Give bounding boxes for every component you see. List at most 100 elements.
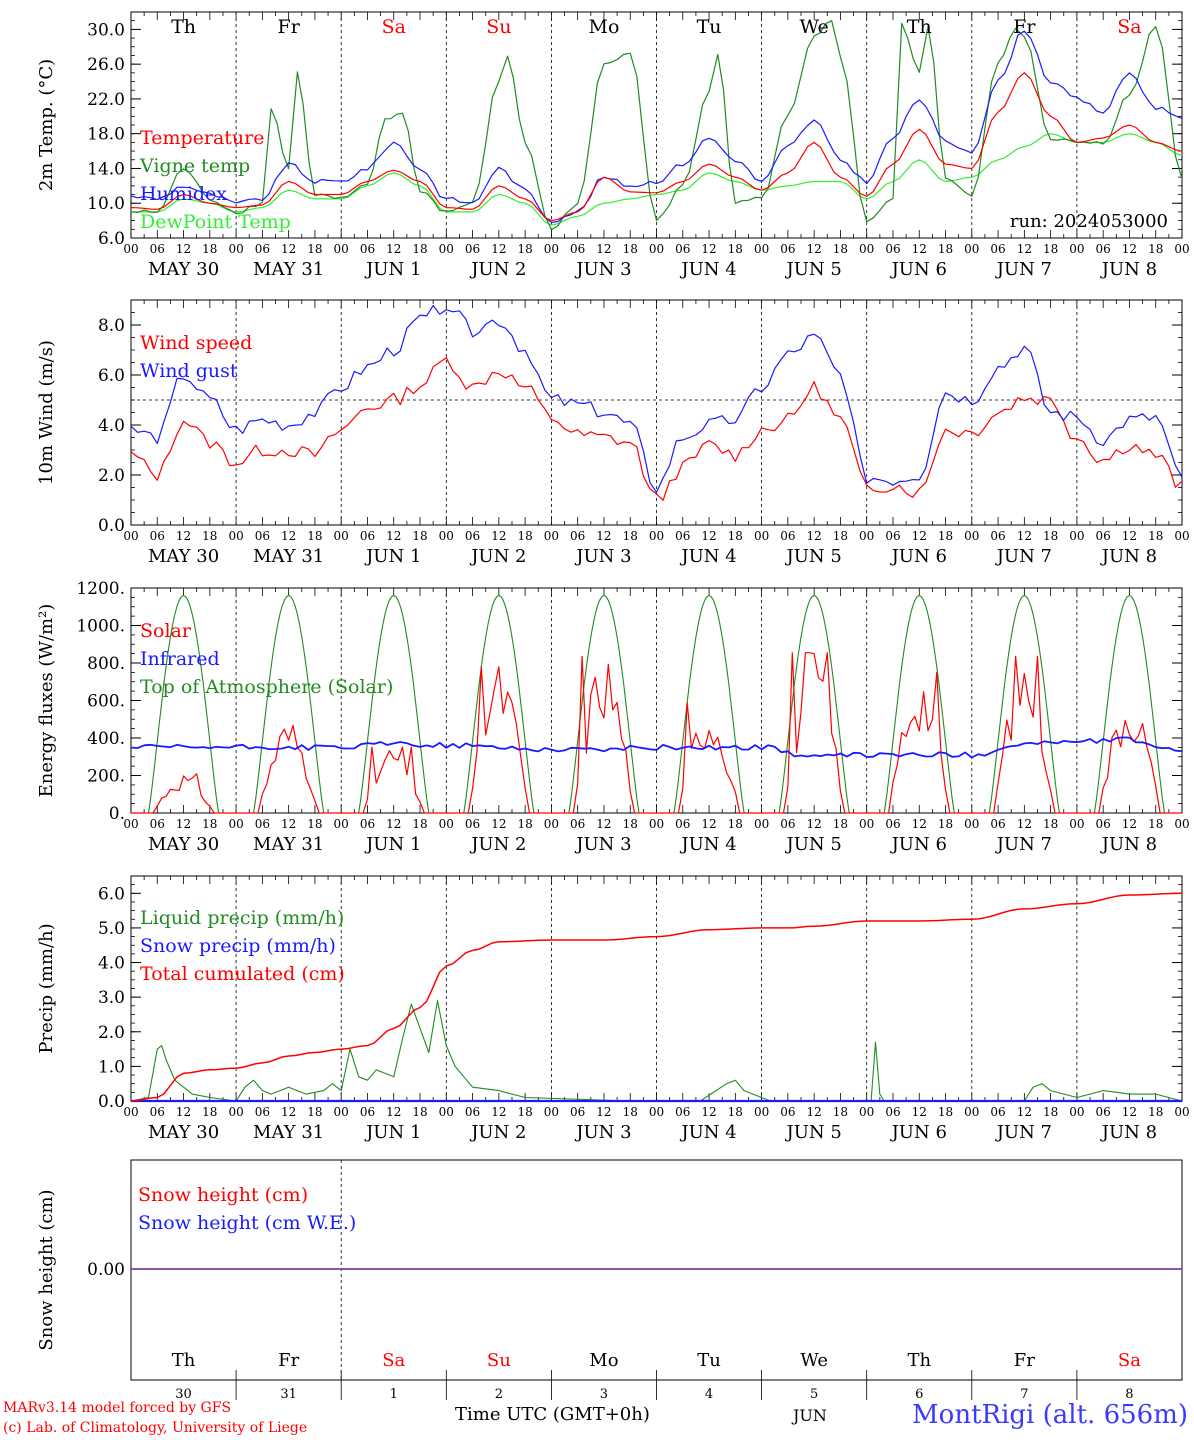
hour-tick-label: 06 <box>570 529 585 543</box>
hour-tick-label: 06 <box>150 529 165 543</box>
date-label: JUN 2 <box>469 834 526 855</box>
weekday-label: We <box>800 1350 828 1371</box>
hour-tick-label: 18 <box>938 242 953 256</box>
hour-tick-label: 12 <box>1017 529 1032 543</box>
date-label: JUN 2 <box>469 259 526 280</box>
legend-entry: Snow height (cm W.E.) <box>138 1212 356 1234</box>
hour-tick-label: 06 <box>990 529 1005 543</box>
hour-tick-label: 00 <box>439 242 454 256</box>
hour-tick-label: 12 <box>1017 1105 1032 1119</box>
hour-tick-label: 00 <box>544 1105 559 1119</box>
series-solar <box>131 652 1182 814</box>
y-tick-label: 26.0 <box>87 55 125 75</box>
date-label: JUN 1 <box>364 834 421 855</box>
hour-tick-label: 00 <box>123 1105 138 1119</box>
hour-tick-label: 06 <box>780 817 795 831</box>
series-wind-speed <box>130 357 1183 501</box>
hour-tick-label: 06 <box>150 817 165 831</box>
date-label: JUN 8 <box>1100 1122 1157 1143</box>
hour-tick-label: 18 <box>202 529 217 543</box>
hour-tick-label: 06 <box>465 817 480 831</box>
hour-tick-label: 00 <box>544 817 559 831</box>
day-number: 30 <box>175 1387 192 1402</box>
hour-tick-label: 06 <box>990 242 1005 256</box>
date-label: JUN 4 <box>679 259 736 280</box>
hour-tick-label: 12 <box>281 1105 296 1119</box>
hour-tick-label: 06 <box>675 242 690 256</box>
hour-tick-label: 00 <box>334 817 349 831</box>
hour-tick-label: 00 <box>123 817 138 831</box>
hour-tick-label: 18 <box>1043 817 1058 831</box>
hour-tick-label: 18 <box>1148 242 1163 256</box>
date-label: MAY 30 <box>148 259 219 280</box>
hour-tick-label: 18 <box>728 1105 743 1119</box>
hour-tick-label: 12 <box>281 817 296 831</box>
date-label: JUN 5 <box>784 1122 841 1143</box>
hour-tick-label: 06 <box>570 1105 585 1119</box>
hour-tick-label: 12 <box>1122 242 1137 256</box>
series-humidex <box>131 30 1182 223</box>
hour-tick-label: 00 <box>1174 242 1189 256</box>
day-number: 31 <box>280 1387 297 1402</box>
hour-tick-label: 12 <box>491 817 506 831</box>
hour-tick-label: 06 <box>780 1105 795 1119</box>
weekday-label: Fr <box>1014 1350 1035 1371</box>
date-label: JUN 3 <box>574 259 631 280</box>
y-tick-label: 1000. <box>76 617 125 637</box>
hour-tick-label: 00 <box>544 529 559 543</box>
date-label: MAY 30 <box>148 1122 219 1143</box>
day-number: 3 <box>600 1387 608 1402</box>
weekday-label: Sa <box>1117 16 1141 38</box>
hour-tick-label: 06 <box>675 1105 690 1119</box>
legend-entry: Wind speed <box>140 332 252 354</box>
hour-tick-label: 00 <box>649 817 664 831</box>
hour-tick-label: 18 <box>728 529 743 543</box>
hour-tick-label: 18 <box>307 1105 322 1119</box>
hour-tick-label: 00 <box>964 242 979 256</box>
series-wind-gust <box>130 305 1183 493</box>
hour-tick-label: 00 <box>1069 817 1084 831</box>
day-number: 6 <box>915 1387 923 1402</box>
y-tick-label: 0.00 <box>87 1260 125 1280</box>
date-label: MAY 30 <box>148 546 219 567</box>
y-tick-label: 1200. <box>76 579 125 599</box>
hour-tick-label: 06 <box>255 529 270 543</box>
hour-tick-label: 18 <box>412 1105 427 1119</box>
y-tick-label: 2.0 <box>98 466 125 486</box>
day-number: 2 <box>495 1387 503 1402</box>
hour-tick-label: 06 <box>885 817 900 831</box>
y-tick-label: 200. <box>87 767 125 787</box>
hour-tick-label: 18 <box>833 817 848 831</box>
hour-tick-label: 06 <box>360 1105 375 1119</box>
hour-tick-label: 18 <box>1148 529 1163 543</box>
hour-tick-label: 00 <box>334 242 349 256</box>
hour-tick-label: 00 <box>754 1105 769 1119</box>
hour-tick-label: 18 <box>623 529 638 543</box>
hour-tick-label: 12 <box>807 817 822 831</box>
hour-tick-label: 18 <box>1043 1105 1058 1119</box>
hour-tick-label: 18 <box>728 242 743 256</box>
y-tick-label: 18.0 <box>87 125 125 145</box>
hour-tick-label: 12 <box>281 242 296 256</box>
date-label: JUN 3 <box>574 546 631 567</box>
hour-tick-label: 18 <box>938 1105 953 1119</box>
hour-tick-label: 18 <box>517 1105 532 1119</box>
lab-credit: (c) Lab. of Climatology, University of L… <box>3 1420 308 1436</box>
hour-tick-label: 12 <box>1017 817 1032 831</box>
hour-tick-label: 00 <box>334 529 349 543</box>
hour-tick-label: 06 <box>570 242 585 256</box>
hour-tick-label: 00 <box>1069 529 1084 543</box>
hour-tick-label: 00 <box>123 529 138 543</box>
weekday-label: Th <box>907 1350 931 1371</box>
series-total-cumulated <box>130 892 1183 1102</box>
hour-tick-label: 06 <box>675 529 690 543</box>
hour-tick-label: 06 <box>465 242 480 256</box>
hour-tick-label: 12 <box>281 529 296 543</box>
hour-tick-label: 00 <box>1174 529 1189 543</box>
date-label: JUN 5 <box>784 259 841 280</box>
y-tick-label: 30.0 <box>87 20 125 40</box>
y-axis-label: 10m Wind (m/s) <box>36 340 57 485</box>
hour-tick-label: 12 <box>176 242 191 256</box>
hour-tick-label: 12 <box>386 1105 401 1119</box>
date-label: MAY 31 <box>253 1122 324 1143</box>
